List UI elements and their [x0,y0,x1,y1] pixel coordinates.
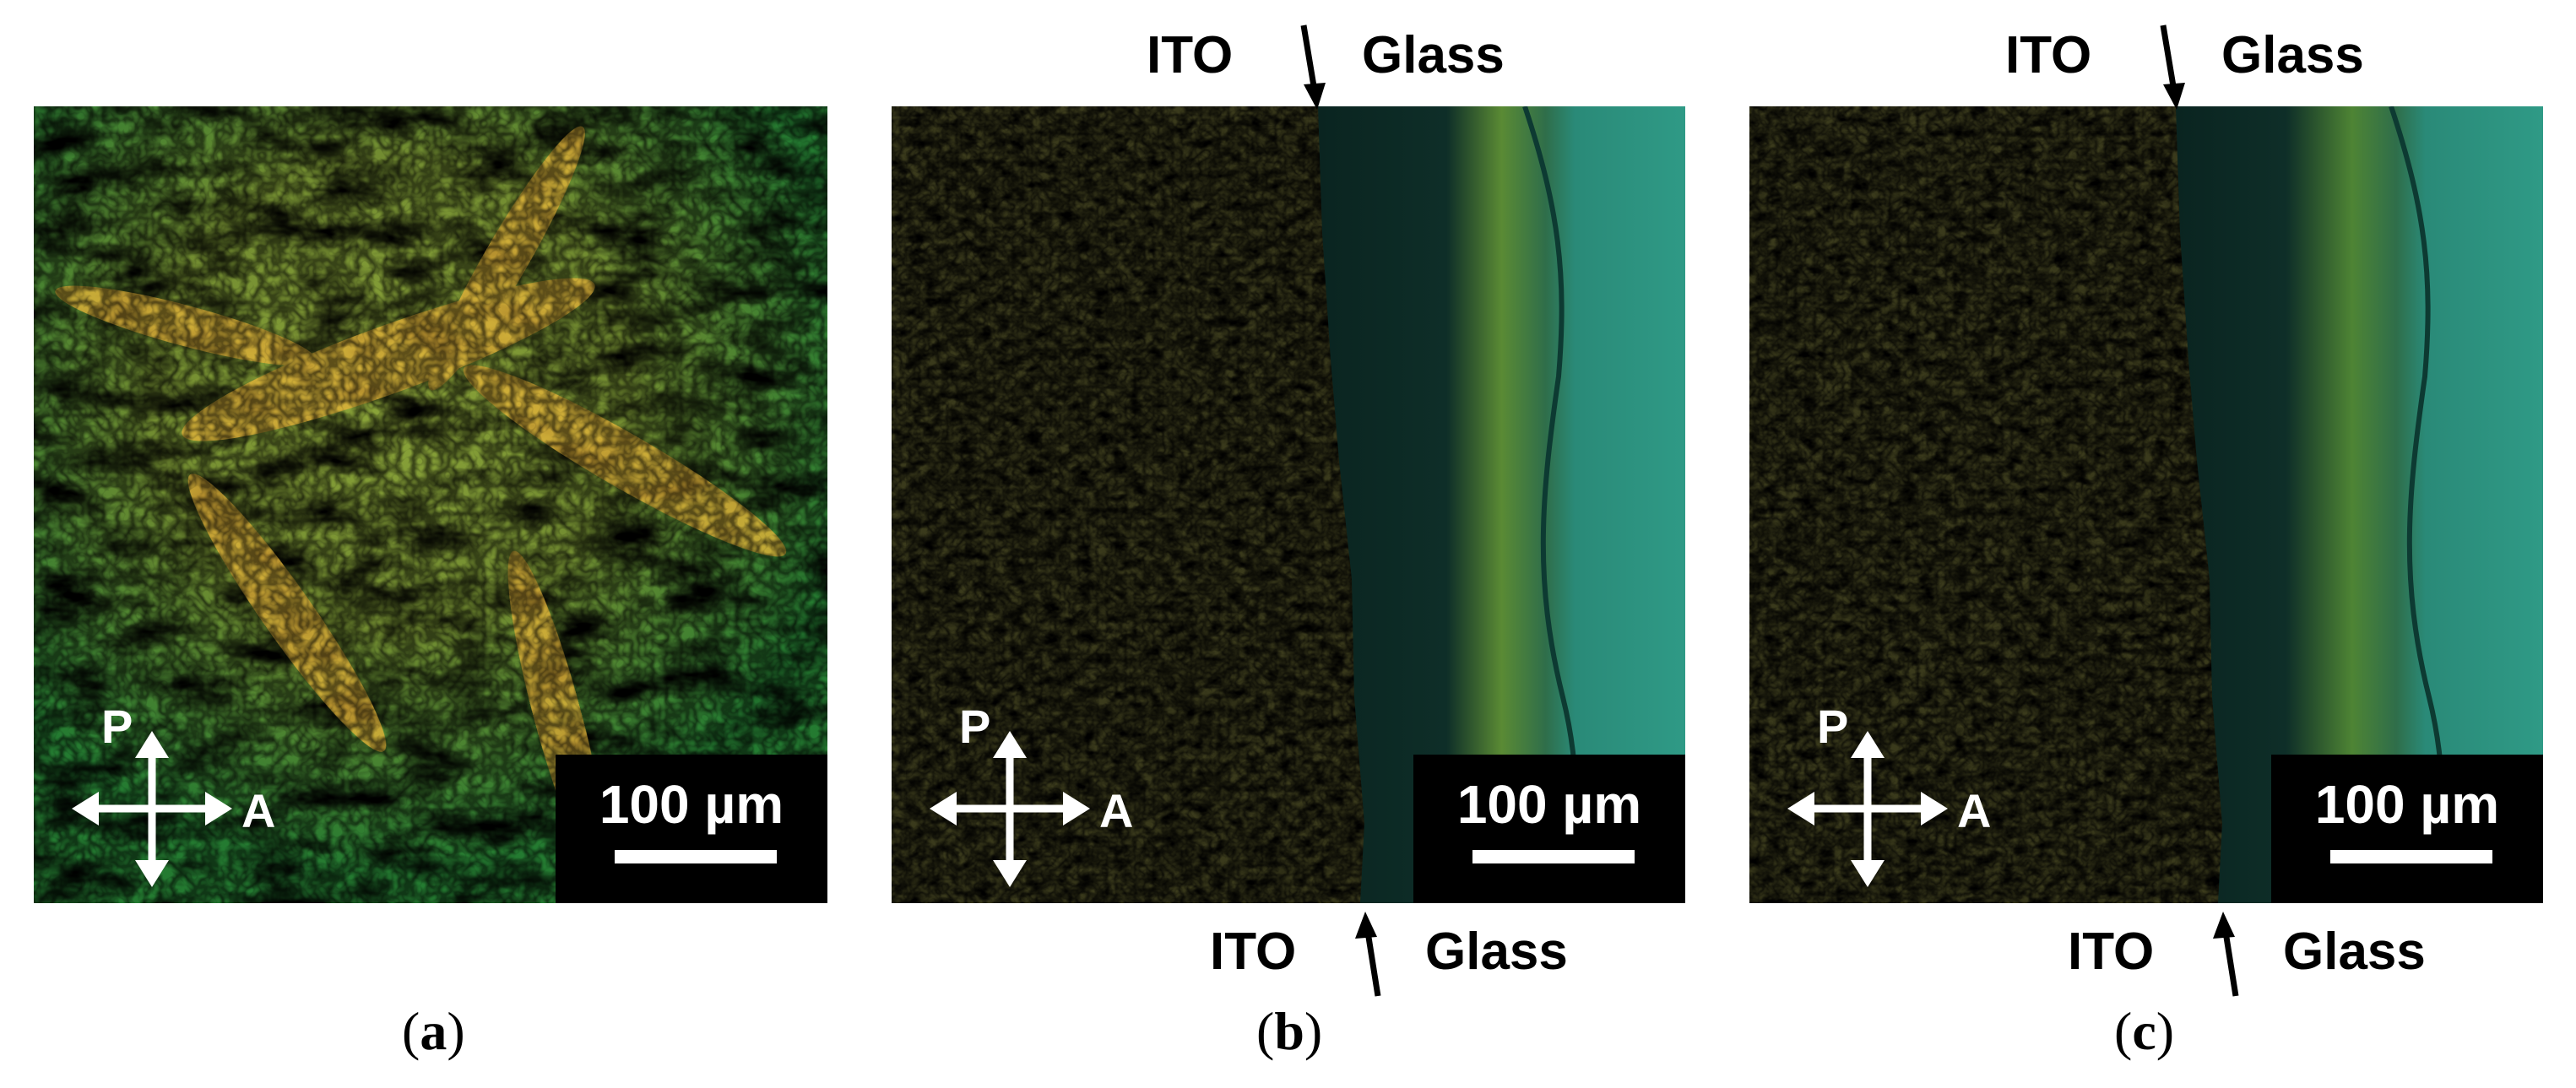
scale-bar: 100 µm [1413,755,1685,903]
polarizer-analyzer-indicator: P A [908,700,1133,900]
scale-bar-line [2330,850,2492,863]
top-glass-label-b: Glass [1362,26,1505,84]
caption-c: (c) [2114,1001,2175,1061]
analyzer-label: A [1957,784,1992,837]
scale-bar-line [1472,850,1635,863]
scale-bar: 100 µm [556,755,827,903]
bottom-glass-label-c: Glass [2283,923,2426,981]
down-arrow-icon [2160,24,2185,110]
analyzer-label: A [1099,784,1134,837]
polarizer-label: P [101,700,133,753]
analyzer-label: A [241,784,276,837]
top-ito-label-b: ITO [1147,26,1234,84]
scale-bar: 100 µm [2271,755,2543,903]
up-arrow-icon [1355,912,1381,997]
scale-bar-label: 100 µm [599,774,784,835]
bottom-ito-label-c: ITO [2068,923,2155,981]
caption-a: (a) [402,1001,465,1061]
micrograph-a: P A 100 µm [34,106,827,903]
scale-bar-line [615,850,777,863]
down-arrow-icon [1300,24,1326,110]
polarizer-label: P [959,700,991,753]
bottom-glass-label-b: Glass [1425,923,1568,981]
crossed-arrows-icon [72,731,232,887]
micrograph-c: P A 100 µm [1749,106,2543,903]
top-ito-label-c: ITO [2005,26,2092,84]
top-glass-label-c: Glass [2221,26,2364,84]
caption-b: (b) [1256,1001,1323,1061]
scale-bar-label: 100 µm [1456,774,1642,835]
up-arrow-icon [2213,912,2239,997]
crossed-arrows-icon [1787,731,1948,887]
crossed-arrows-icon [930,731,1090,887]
micrograph-b: P A 100 µm [892,106,1685,903]
polarizer-analyzer-indicator: P A [51,700,275,900]
scale-bar-label: 100 µm [2314,774,2500,835]
polarizer-analyzer-indicator: P A [1766,700,1991,900]
bottom-ito-label-b: ITO [1210,923,1297,981]
texture-c [1749,106,2543,903]
polarizer-label: P [1817,700,1849,753]
texture-a [34,106,827,903]
